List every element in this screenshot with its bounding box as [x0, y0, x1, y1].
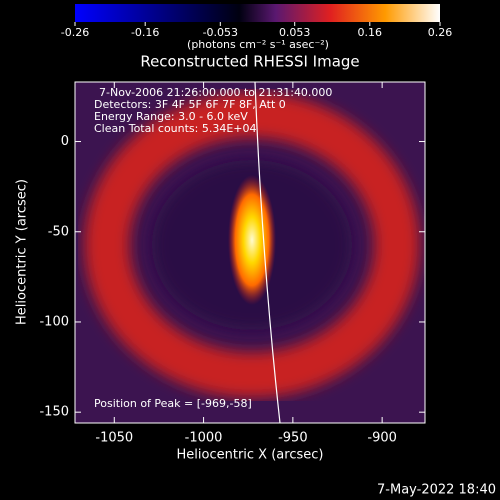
colorbar-label: (photons cm⁻² s⁻¹ asec⁻²)	[187, 38, 329, 51]
y-tick-label: -150	[39, 405, 69, 420]
peak-label: Position of Peak = [-969,-58]	[94, 397, 252, 410]
annotation: Energy Range: 3.0 - 6.0 keV	[94, 110, 248, 123]
colorbar-tick-label: 0.16	[358, 26, 383, 39]
chart-title: Reconstructed RHESSI Image	[140, 53, 359, 71]
colorbar	[75, 4, 440, 22]
plot-frame	[74, 81, 426, 424]
colorbar-tick-label: 0.26	[428, 26, 453, 39]
x-tick-label: -1000	[185, 431, 223, 446]
y-tick-label: 0	[61, 134, 69, 149]
image	[75, 82, 425, 423]
x-axis-label: Heliocentric X (arcsec)	[177, 448, 324, 463]
colorbar-tick-label: -0.26	[61, 26, 89, 39]
annotation: Detectors: 3F 4F 5F 6F 7F 8F, Att 0	[94, 98, 286, 111]
colorbar-tick-label: 0.053	[279, 26, 311, 39]
x-tick-label: -1050	[95, 431, 133, 446]
annotation: Clean Total counts: 5.34E+04	[94, 122, 257, 135]
footer: 7-May-2022 18:40	[377, 483, 496, 498]
colorbar-tick-label: -0.16	[131, 26, 159, 39]
colorbar-tick-label: -0.053	[203, 26, 238, 39]
y-tick-label: -100	[39, 314, 69, 329]
y-axis-label: Heliocentric Y (arcsec)	[15, 179, 30, 325]
x-tick-label: -900	[367, 431, 397, 446]
annotation: 7-Nov-2006 21:26:00.000 to 21:31:40.000	[99, 86, 332, 99]
x-tick-label: -950	[278, 431, 308, 446]
y-tick-label: -50	[48, 224, 69, 239]
